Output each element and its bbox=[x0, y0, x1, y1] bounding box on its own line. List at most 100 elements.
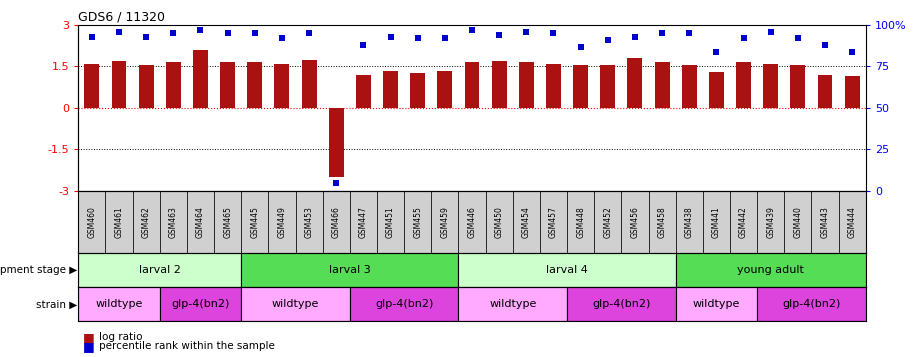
Bar bbox=[519, 62, 534, 108]
Text: wildtype: wildtype bbox=[96, 299, 143, 310]
Bar bbox=[133, 191, 159, 253]
Text: GSM447: GSM447 bbox=[359, 206, 367, 238]
Text: GSM451: GSM451 bbox=[386, 206, 395, 238]
Point bbox=[655, 30, 670, 36]
Text: larval 3: larval 3 bbox=[329, 265, 370, 276]
Point bbox=[383, 34, 398, 40]
Text: GSM441: GSM441 bbox=[712, 206, 721, 238]
Text: log ratio: log ratio bbox=[99, 332, 142, 342]
Text: GSM466: GSM466 bbox=[332, 206, 341, 238]
Bar bbox=[655, 62, 670, 108]
Text: GSM443: GSM443 bbox=[821, 206, 830, 238]
Bar bbox=[159, 191, 187, 253]
Text: GSM438: GSM438 bbox=[684, 206, 694, 238]
Text: GSM442: GSM442 bbox=[739, 206, 748, 238]
Text: GSM440: GSM440 bbox=[793, 206, 802, 238]
Text: GSM444: GSM444 bbox=[847, 206, 857, 238]
Point bbox=[709, 49, 724, 54]
Bar bbox=[567, 287, 676, 321]
Text: GSM462: GSM462 bbox=[142, 206, 151, 238]
Text: glp-4(bn2): glp-4(bn2) bbox=[171, 299, 229, 310]
Bar bbox=[492, 61, 507, 108]
Text: GSM461: GSM461 bbox=[114, 206, 123, 238]
Bar bbox=[622, 191, 648, 253]
Point bbox=[111, 29, 126, 35]
Bar bbox=[111, 61, 126, 108]
Bar bbox=[431, 191, 459, 253]
Bar bbox=[594, 191, 622, 253]
Point bbox=[193, 27, 208, 33]
Bar bbox=[193, 50, 208, 108]
Bar bbox=[839, 191, 866, 253]
Bar bbox=[818, 75, 833, 108]
Bar bbox=[785, 191, 811, 253]
Text: GSM464: GSM464 bbox=[196, 206, 205, 238]
Bar bbox=[540, 191, 567, 253]
Text: GSM450: GSM450 bbox=[495, 206, 504, 238]
Bar bbox=[845, 76, 859, 108]
Bar bbox=[567, 191, 594, 253]
Text: wildtype: wildtype bbox=[272, 299, 320, 310]
Bar bbox=[241, 191, 268, 253]
Point bbox=[302, 30, 317, 36]
Text: glp-4(bn2): glp-4(bn2) bbox=[375, 299, 433, 310]
Point bbox=[573, 44, 588, 49]
Bar bbox=[676, 287, 757, 321]
Point bbox=[600, 37, 615, 43]
Text: GSM459: GSM459 bbox=[440, 206, 449, 238]
Text: GSM454: GSM454 bbox=[522, 206, 530, 238]
Bar bbox=[709, 72, 724, 108]
Bar bbox=[377, 191, 404, 253]
Text: strain ▶: strain ▶ bbox=[37, 299, 77, 310]
Bar bbox=[350, 287, 459, 321]
Text: GSM448: GSM448 bbox=[577, 206, 585, 238]
Bar bbox=[757, 191, 785, 253]
Point bbox=[166, 30, 181, 36]
Bar bbox=[573, 65, 589, 108]
Text: larval 4: larval 4 bbox=[546, 265, 588, 276]
Bar bbox=[214, 191, 241, 253]
Bar bbox=[322, 191, 350, 253]
Point bbox=[274, 35, 289, 41]
Bar bbox=[241, 253, 459, 287]
Bar bbox=[105, 191, 133, 253]
Text: development stage ▶: development stage ▶ bbox=[0, 265, 77, 276]
Bar bbox=[459, 191, 485, 253]
Text: wildtype: wildtype bbox=[693, 299, 740, 310]
Text: GSM457: GSM457 bbox=[549, 206, 558, 238]
Text: ■: ■ bbox=[83, 340, 95, 353]
Point bbox=[736, 35, 751, 41]
Bar bbox=[464, 62, 480, 108]
Point bbox=[220, 30, 235, 36]
Text: ■: ■ bbox=[83, 331, 95, 344]
Bar bbox=[764, 64, 778, 108]
Bar bbox=[220, 62, 235, 108]
Text: GSM456: GSM456 bbox=[631, 206, 639, 238]
Bar bbox=[268, 191, 296, 253]
Bar bbox=[383, 71, 398, 108]
Point bbox=[519, 29, 533, 35]
Point bbox=[139, 34, 154, 40]
Text: GSM453: GSM453 bbox=[305, 206, 313, 238]
Text: GSM452: GSM452 bbox=[603, 206, 612, 238]
Point bbox=[790, 35, 805, 41]
Bar bbox=[513, 191, 540, 253]
Bar bbox=[648, 191, 676, 253]
Point bbox=[248, 30, 262, 36]
Point bbox=[85, 34, 99, 40]
Bar bbox=[85, 64, 99, 108]
Bar bbox=[627, 58, 643, 108]
Bar bbox=[274, 64, 289, 108]
Point bbox=[546, 30, 561, 36]
Point bbox=[764, 29, 778, 35]
Bar bbox=[356, 75, 371, 108]
Bar bbox=[187, 191, 214, 253]
Bar bbox=[730, 191, 757, 253]
Bar bbox=[139, 65, 154, 108]
Text: glp-4(bn2): glp-4(bn2) bbox=[782, 299, 841, 310]
Text: GSM463: GSM463 bbox=[169, 206, 178, 238]
Point bbox=[411, 35, 426, 41]
Bar bbox=[166, 62, 181, 108]
Bar bbox=[811, 191, 839, 253]
Point bbox=[356, 42, 371, 48]
